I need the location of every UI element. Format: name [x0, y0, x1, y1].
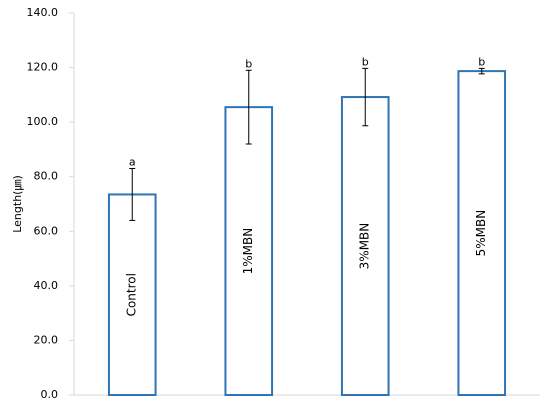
significance-letter: b: [362, 55, 369, 68]
y-tick-label: 0.0: [41, 388, 59, 401]
x-tick-label: 1%MBN: [241, 228, 255, 275]
y-tick-label: 60.0: [34, 224, 59, 237]
bar: [457, 70, 507, 397]
x-tick-label: 5%MBN: [474, 210, 488, 257]
bar: [340, 96, 390, 396]
y-tick-label: 100.0: [27, 115, 59, 128]
error-bar: [129, 168, 136, 221]
bar: [224, 106, 274, 396]
x-tick-label: 3%MBN: [358, 223, 372, 270]
significance-letter: b: [478, 55, 485, 68]
y-tick-label: 40.0: [34, 279, 59, 292]
y-tick-label: 140.0: [27, 6, 59, 19]
y-tick-label: 20.0: [34, 333, 59, 346]
error-bar: [245, 69, 252, 145]
error-bar: [362, 67, 369, 127]
y-axis-label: Length(㎛): [11, 175, 24, 233]
error-bar: [478, 67, 485, 75]
y-tick-label: 80.0: [34, 170, 59, 183]
x-tick-label: Control: [125, 273, 139, 316]
y-tick-label: 120.0: [27, 61, 59, 74]
significance-letter: b: [245, 57, 252, 70]
significance-letter: a: [129, 156, 136, 169]
